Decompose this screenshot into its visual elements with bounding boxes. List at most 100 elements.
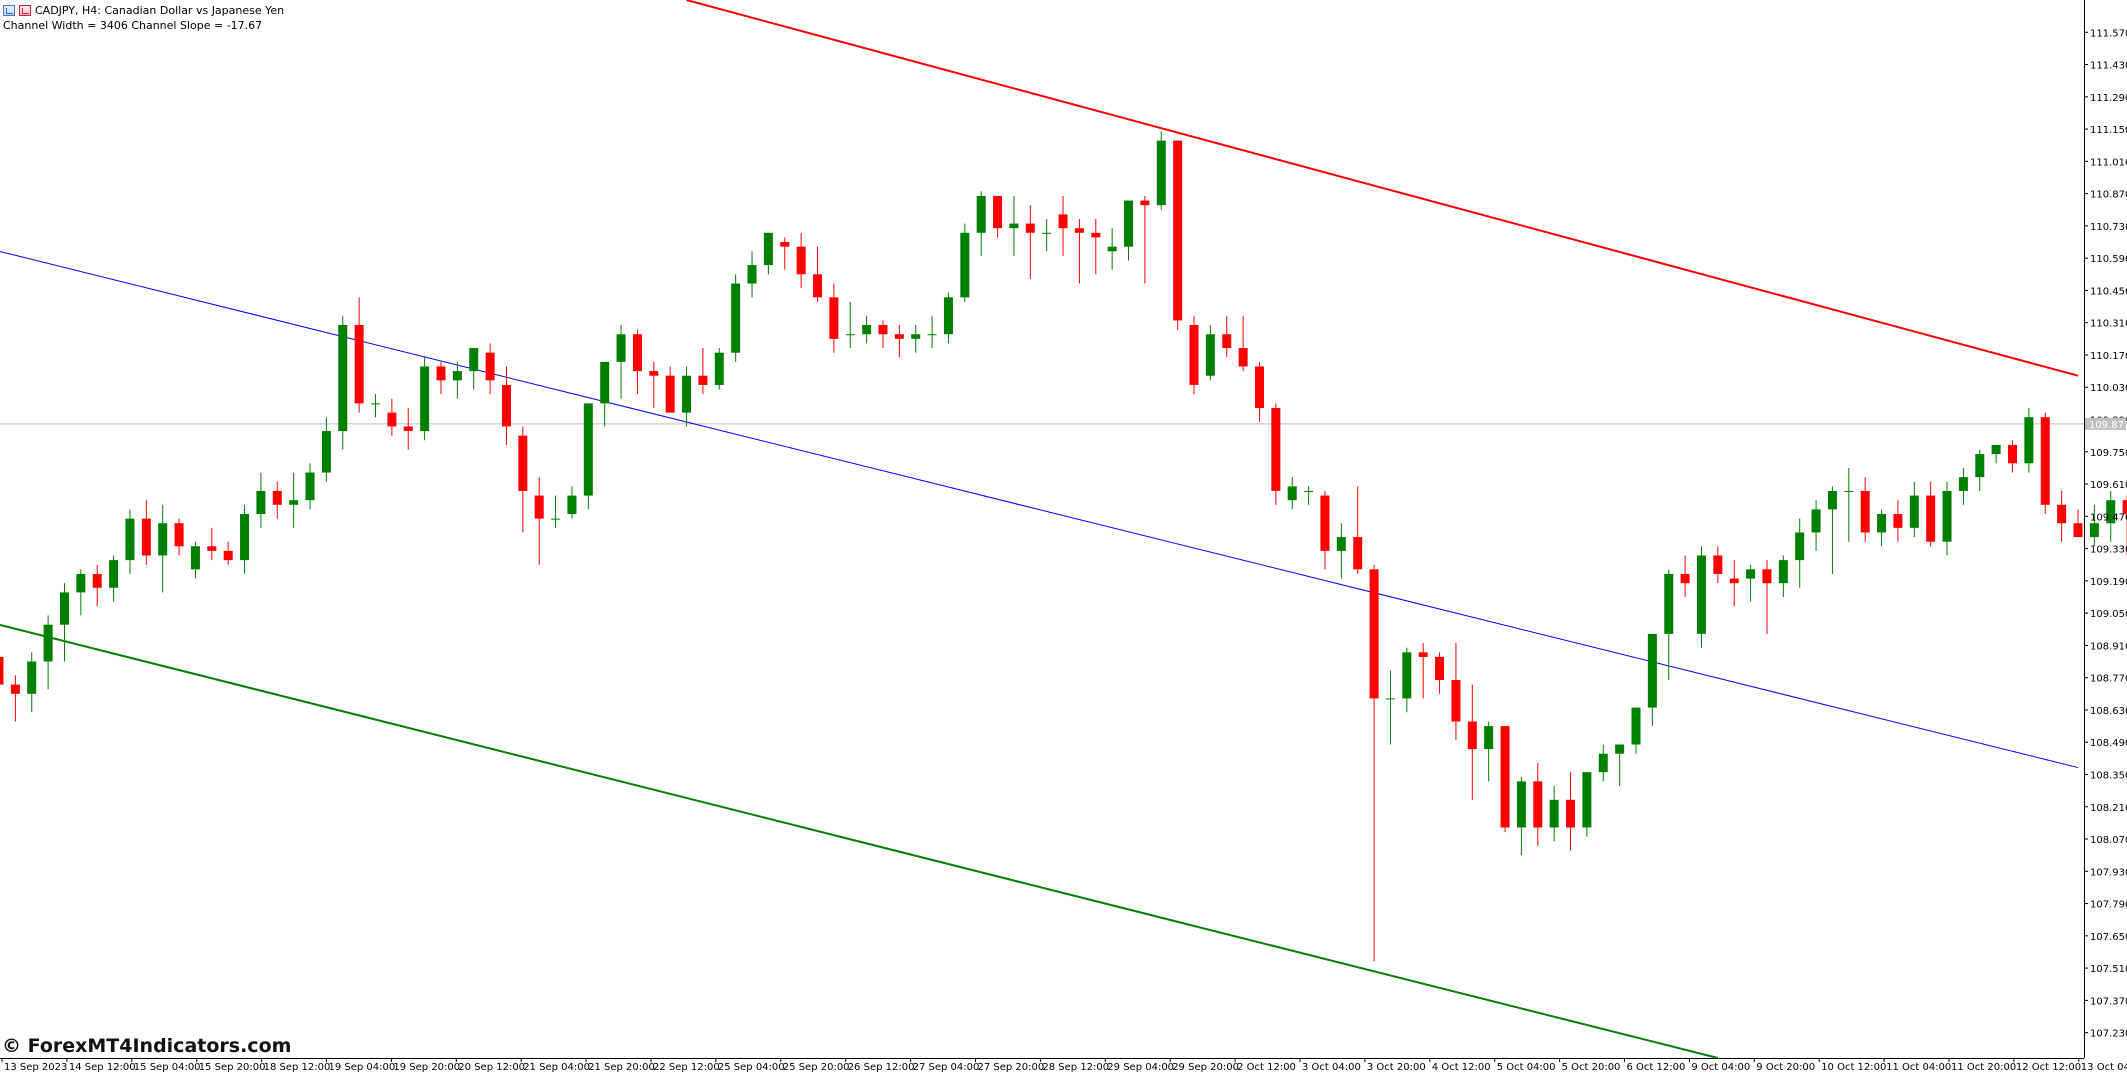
candle-body	[1582, 772, 1592, 828]
candle	[1729, 560, 1739, 607]
candle-body	[1271, 407, 1281, 491]
time-tick-label: 19 Sep 04:00	[329, 1062, 396, 1073]
candle-body	[1140, 200, 1150, 206]
candle-body	[763, 232, 773, 266]
candle-body	[1516, 781, 1526, 828]
candle	[1091, 218, 1101, 275]
candle-body	[960, 232, 970, 298]
candle	[1762, 560, 1772, 634]
candle-body	[1926, 495, 1936, 542]
candle-body	[1107, 246, 1117, 252]
candle-body	[1680, 573, 1690, 584]
candle-body	[747, 265, 757, 284]
candle	[518, 426, 528, 533]
candle-body	[1238, 348, 1248, 367]
candle	[616, 325, 626, 399]
candle-body	[1435, 656, 1445, 680]
candle-body	[1713, 555, 1723, 574]
candle	[1975, 449, 1985, 491]
candle	[305, 463, 315, 510]
candle	[2024, 407, 2034, 473]
candle-body	[1664, 573, 1674, 634]
candle	[862, 315, 872, 344]
candle	[27, 652, 37, 713]
candle-body	[59, 592, 69, 625]
channel-info: Channel Width = 3406 Channel Slope = -17…	[3, 19, 263, 32]
candle-body	[1762, 569, 1772, 584]
candle	[731, 274, 741, 362]
candle-body	[649, 371, 659, 376]
candle-body	[1827, 490, 1837, 510]
candle-body	[1025, 223, 1035, 233]
indicator-list-icon[interactable]	[3, 5, 15, 16]
candle-body	[420, 366, 430, 432]
candle	[1533, 762, 1543, 846]
candle	[158, 504, 168, 593]
candle	[1811, 500, 1821, 551]
candle-body	[714, 352, 724, 385]
candle	[960, 223, 970, 302]
candle	[1107, 228, 1117, 270]
candle-body	[272, 490, 282, 505]
candle-body	[1304, 490, 1314, 492]
time-tick-label: 5 Oct 04:00	[1497, 1062, 1556, 1073]
candle-body	[1958, 477, 1968, 491]
candle-body	[305, 472, 315, 501]
candle-body	[174, 523, 184, 547]
candle	[256, 472, 266, 528]
price-tick-label: 110.870	[2090, 190, 2127, 201]
channel-middle-line	[0, 250, 2079, 769]
candle	[1566, 772, 1576, 851]
candle	[436, 361, 446, 395]
candle	[141, 500, 151, 565]
price-tick-label: 108.070	[2090, 835, 2127, 846]
price-tick-label: 107.930	[2090, 867, 2127, 878]
price-tick-label: 109.190	[2090, 577, 2127, 588]
candle	[1435, 652, 1445, 694]
candle-body	[616, 334, 626, 362]
candle	[1124, 200, 1134, 261]
candle-body	[469, 348, 479, 372]
time-tick-label: 6 Oct 12:00	[1627, 1062, 1686, 1073]
indicator-settings-icon[interactable]	[19, 5, 31, 16]
candle	[649, 361, 659, 408]
candle	[1140, 195, 1150, 284]
candle	[1271, 403, 1281, 505]
candle	[845, 301, 855, 349]
candle-body	[1615, 744, 1625, 754]
candle	[813, 246, 822, 302]
time-tick-label: 28 Sep 12:00	[1042, 1062, 1109, 1073]
candle-body	[1631, 707, 1641, 745]
candle	[1320, 490, 1330, 570]
candle	[1778, 555, 1788, 597]
candle-body	[600, 361, 610, 404]
candle	[1631, 707, 1641, 754]
candle-body	[436, 366, 446, 381]
candle	[2106, 490, 2116, 542]
candle-body	[976, 195, 986, 233]
candle-body	[911, 334, 921, 339]
candle-body	[1385, 698, 1395, 700]
candle	[1189, 315, 1199, 395]
candle-body	[1042, 232, 1052, 234]
candle	[1844, 467, 1854, 542]
candle-body	[1287, 486, 1297, 501]
candle-body	[1369, 569, 1379, 699]
candle-body	[2089, 523, 2099, 538]
time-tick-label: 3 Oct 04:00	[1302, 1062, 1361, 1073]
candle	[1042, 218, 1052, 252]
candle-body	[583, 403, 593, 496]
price-tick-label: 107.650	[2090, 932, 2127, 943]
time-tick-label: 15 Sep 20:00	[199, 1062, 266, 1073]
candle	[1173, 140, 1183, 330]
time-tick-label: 20 Sep 12:00	[458, 1062, 525, 1073]
candle-body	[1320, 495, 1330, 551]
candle-body	[240, 514, 250, 561]
candle-body	[1909, 495, 1919, 528]
chart-header: CADJPY, H4: Canadian Dollar vs Japanese …	[3, 4, 284, 17]
candle	[1009, 195, 1019, 256]
watermark: © ForexMT4Indicators.com	[2, 1035, 292, 1057]
time-tick-label: 27 Sep 04:00	[913, 1062, 980, 1073]
candle	[600, 361, 610, 427]
